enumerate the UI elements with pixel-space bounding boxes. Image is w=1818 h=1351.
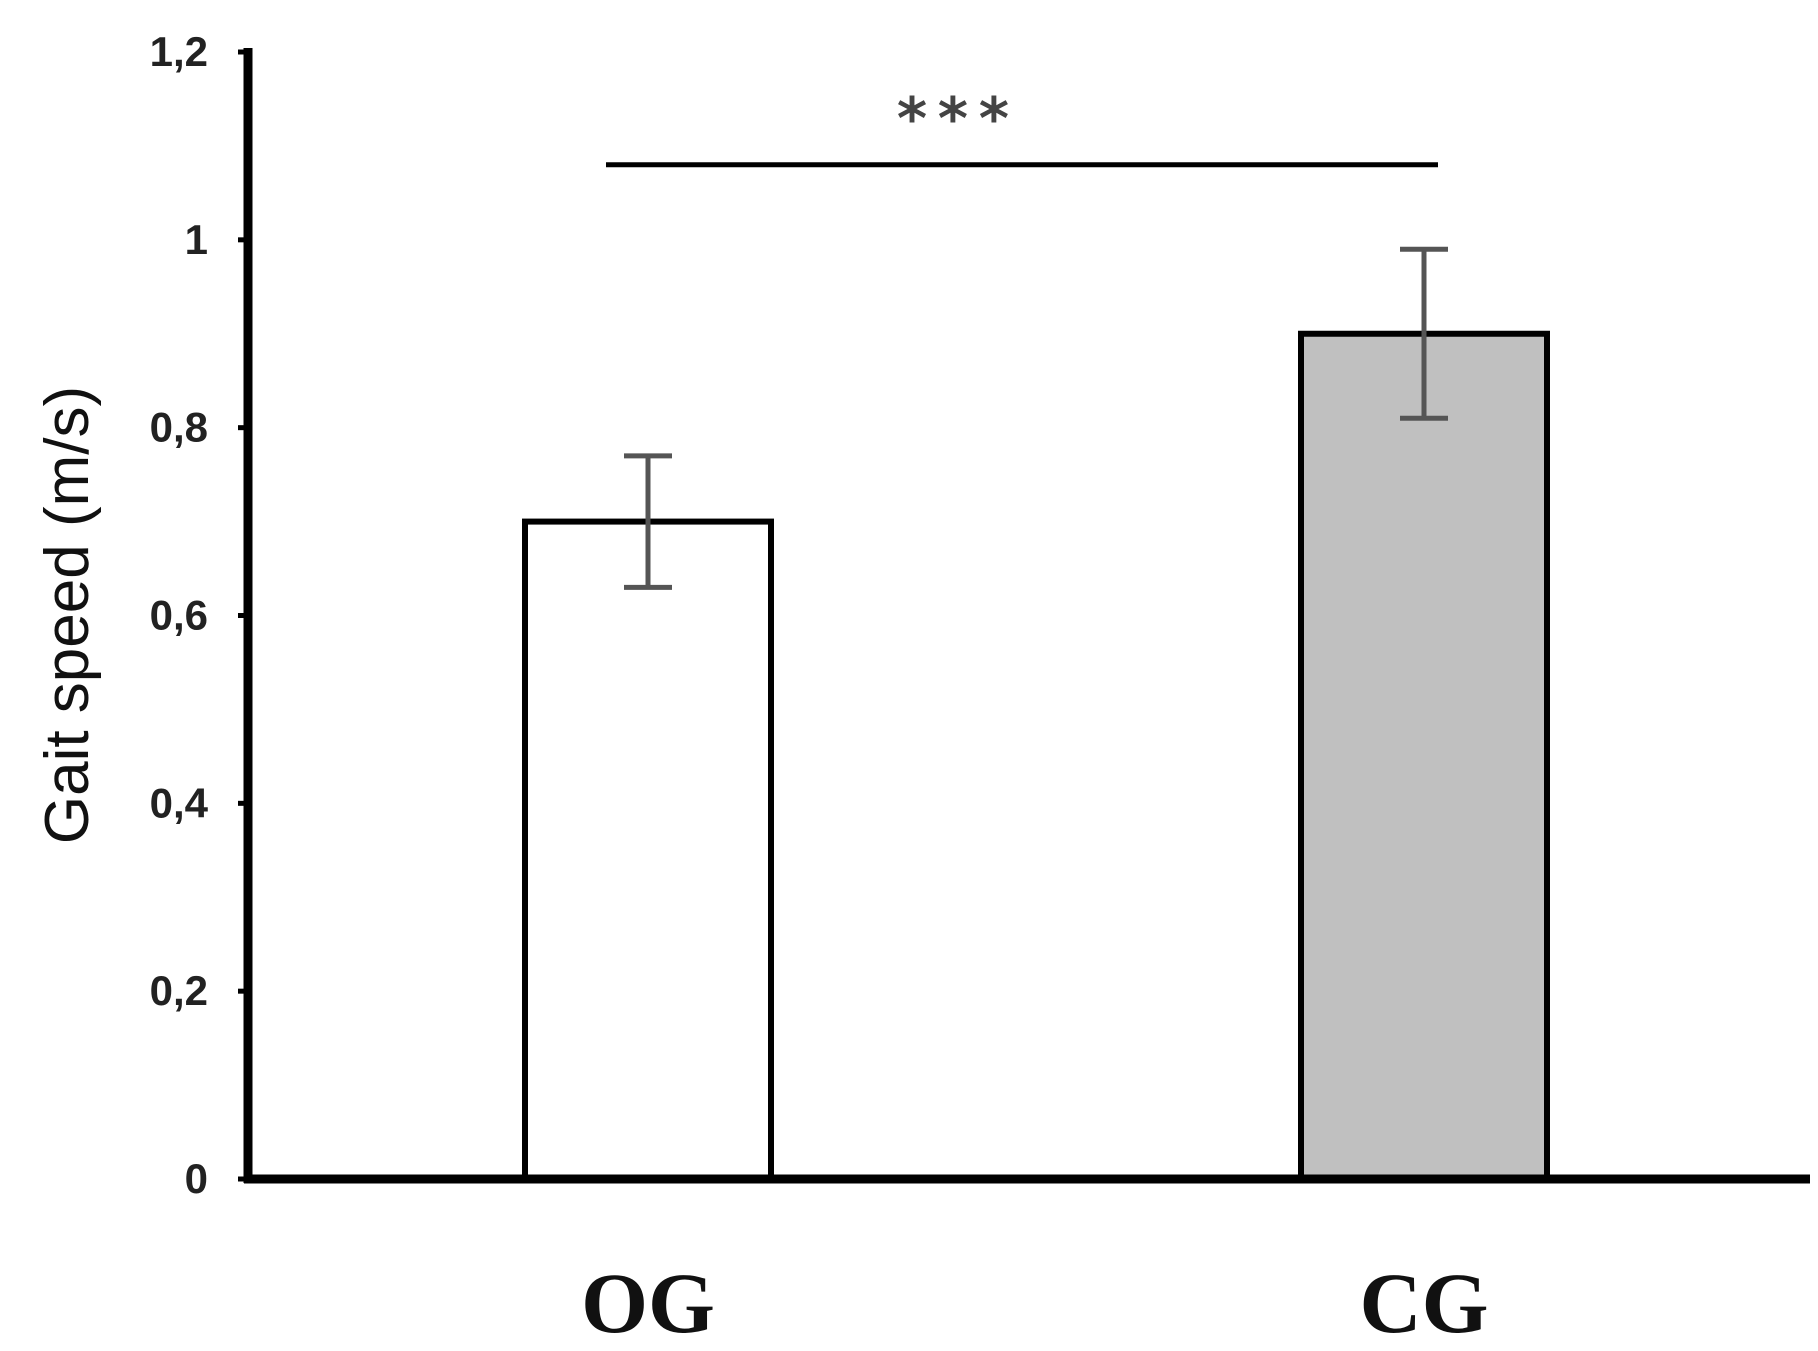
bars [522, 330, 1550, 1182]
y-tick-label: 0,2 [150, 967, 208, 1014]
significance-annotation: *** [606, 85, 1438, 168]
y-axis-label: Gait speed (m/s) [33, 386, 102, 844]
category-labels: OG CG [581, 1255, 1488, 1351]
y-tick-label: 1,2 [150, 28, 208, 75]
category-label-og: OG [581, 1255, 715, 1351]
bar-cg [1298, 330, 1550, 1182]
error-bars [624, 246, 1448, 590]
y-tick-label: 1 [185, 216, 208, 263]
category-label-cg: CG [1360, 1255, 1489, 1351]
y-tick-label: 0 [185, 1155, 208, 1202]
significance-stars: *** [895, 85, 1018, 153]
y-tick-label: 0,6 [150, 592, 208, 639]
bar-og [522, 518, 774, 1182]
y-tick-label: 0,8 [150, 404, 208, 451]
y-ticks: 0 0,2 0,4 0,6 0,8 1 1,2 [150, 28, 248, 1202]
y-tick-label: 0,4 [150, 779, 209, 826]
